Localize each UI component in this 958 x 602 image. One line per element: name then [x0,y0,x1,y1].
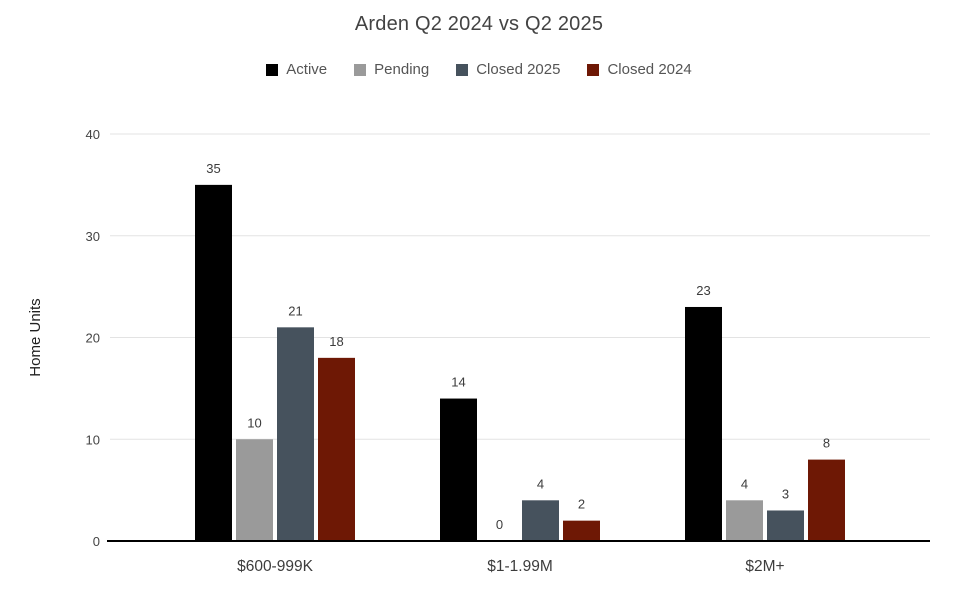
legend-swatch-closed-2025 [456,63,469,76]
bar-active-0 [195,184,232,541]
bar-pending-0 [236,439,273,541]
legend-item-closed-2024: Closed 2024 [587,61,692,78]
bar-closed-2025-0 [277,327,314,541]
value-label-closed-2024-1: 2 [578,497,585,512]
legend-swatch-pending [354,63,367,76]
y-tick-label-10: 10 [86,432,100,447]
bar-closed-2024-1 [563,520,600,541]
x-category-label-2: $2M+ [745,558,784,575]
bar-active-2 [685,306,722,541]
bar-active-1 [440,398,477,541]
legend-label-pending: Pending [374,61,430,78]
legend-swatch-active [266,63,279,76]
value-label-active-2: 23 [696,283,710,298]
legend-item-active: Active [266,61,327,78]
x-category-label-0: $600-999K [237,558,314,575]
legend-label-active: Active [286,61,328,78]
value-label-pending-0: 10 [247,415,261,430]
value-label-closed-2024-2: 8 [823,436,830,451]
value-label-closed-2025-0: 21 [288,303,302,318]
y-tick-label-0: 0 [93,534,100,549]
legend-label-closed-2024: Closed 2024 [607,61,692,78]
x-category-label-1: $1-1.99M [487,558,552,575]
legend-item-pending: Pending [354,61,429,78]
value-label-closed-2025-2: 3 [782,486,789,501]
legend-label-closed-2025: Closed 2025 [476,61,561,78]
value-label-closed-2024-0: 18 [329,334,343,349]
y-tick-label-20: 20 [86,331,100,346]
y-tick-label-30: 30 [86,229,100,244]
bar-closed-2024-2 [808,459,845,541]
bar-closed-2024-0 [318,357,355,541]
value-label-closed-2025-1: 4 [537,476,544,491]
y-axis-title: Home Units [27,298,44,376]
value-label-active-1: 14 [451,375,465,390]
legend-swatch-closed-2024 [587,63,600,76]
chart-title: Arden Q2 2024 vs Q2 2025 [354,13,604,35]
value-label-pending-1: 0 [496,517,503,532]
value-label-active-0: 35 [206,161,220,176]
legend: Active Pending Closed 2025 Closed 2024 [0,61,958,78]
value-label-pending-2: 4 [741,476,748,491]
bar-closed-2025-2 [767,510,804,541]
bar-pending-2 [726,500,763,541]
legend-item-closed-2025: Closed 2025 [456,61,560,78]
y-tick-label-40: 40 [86,127,100,142]
bar-closed-2025-1 [522,500,559,541]
